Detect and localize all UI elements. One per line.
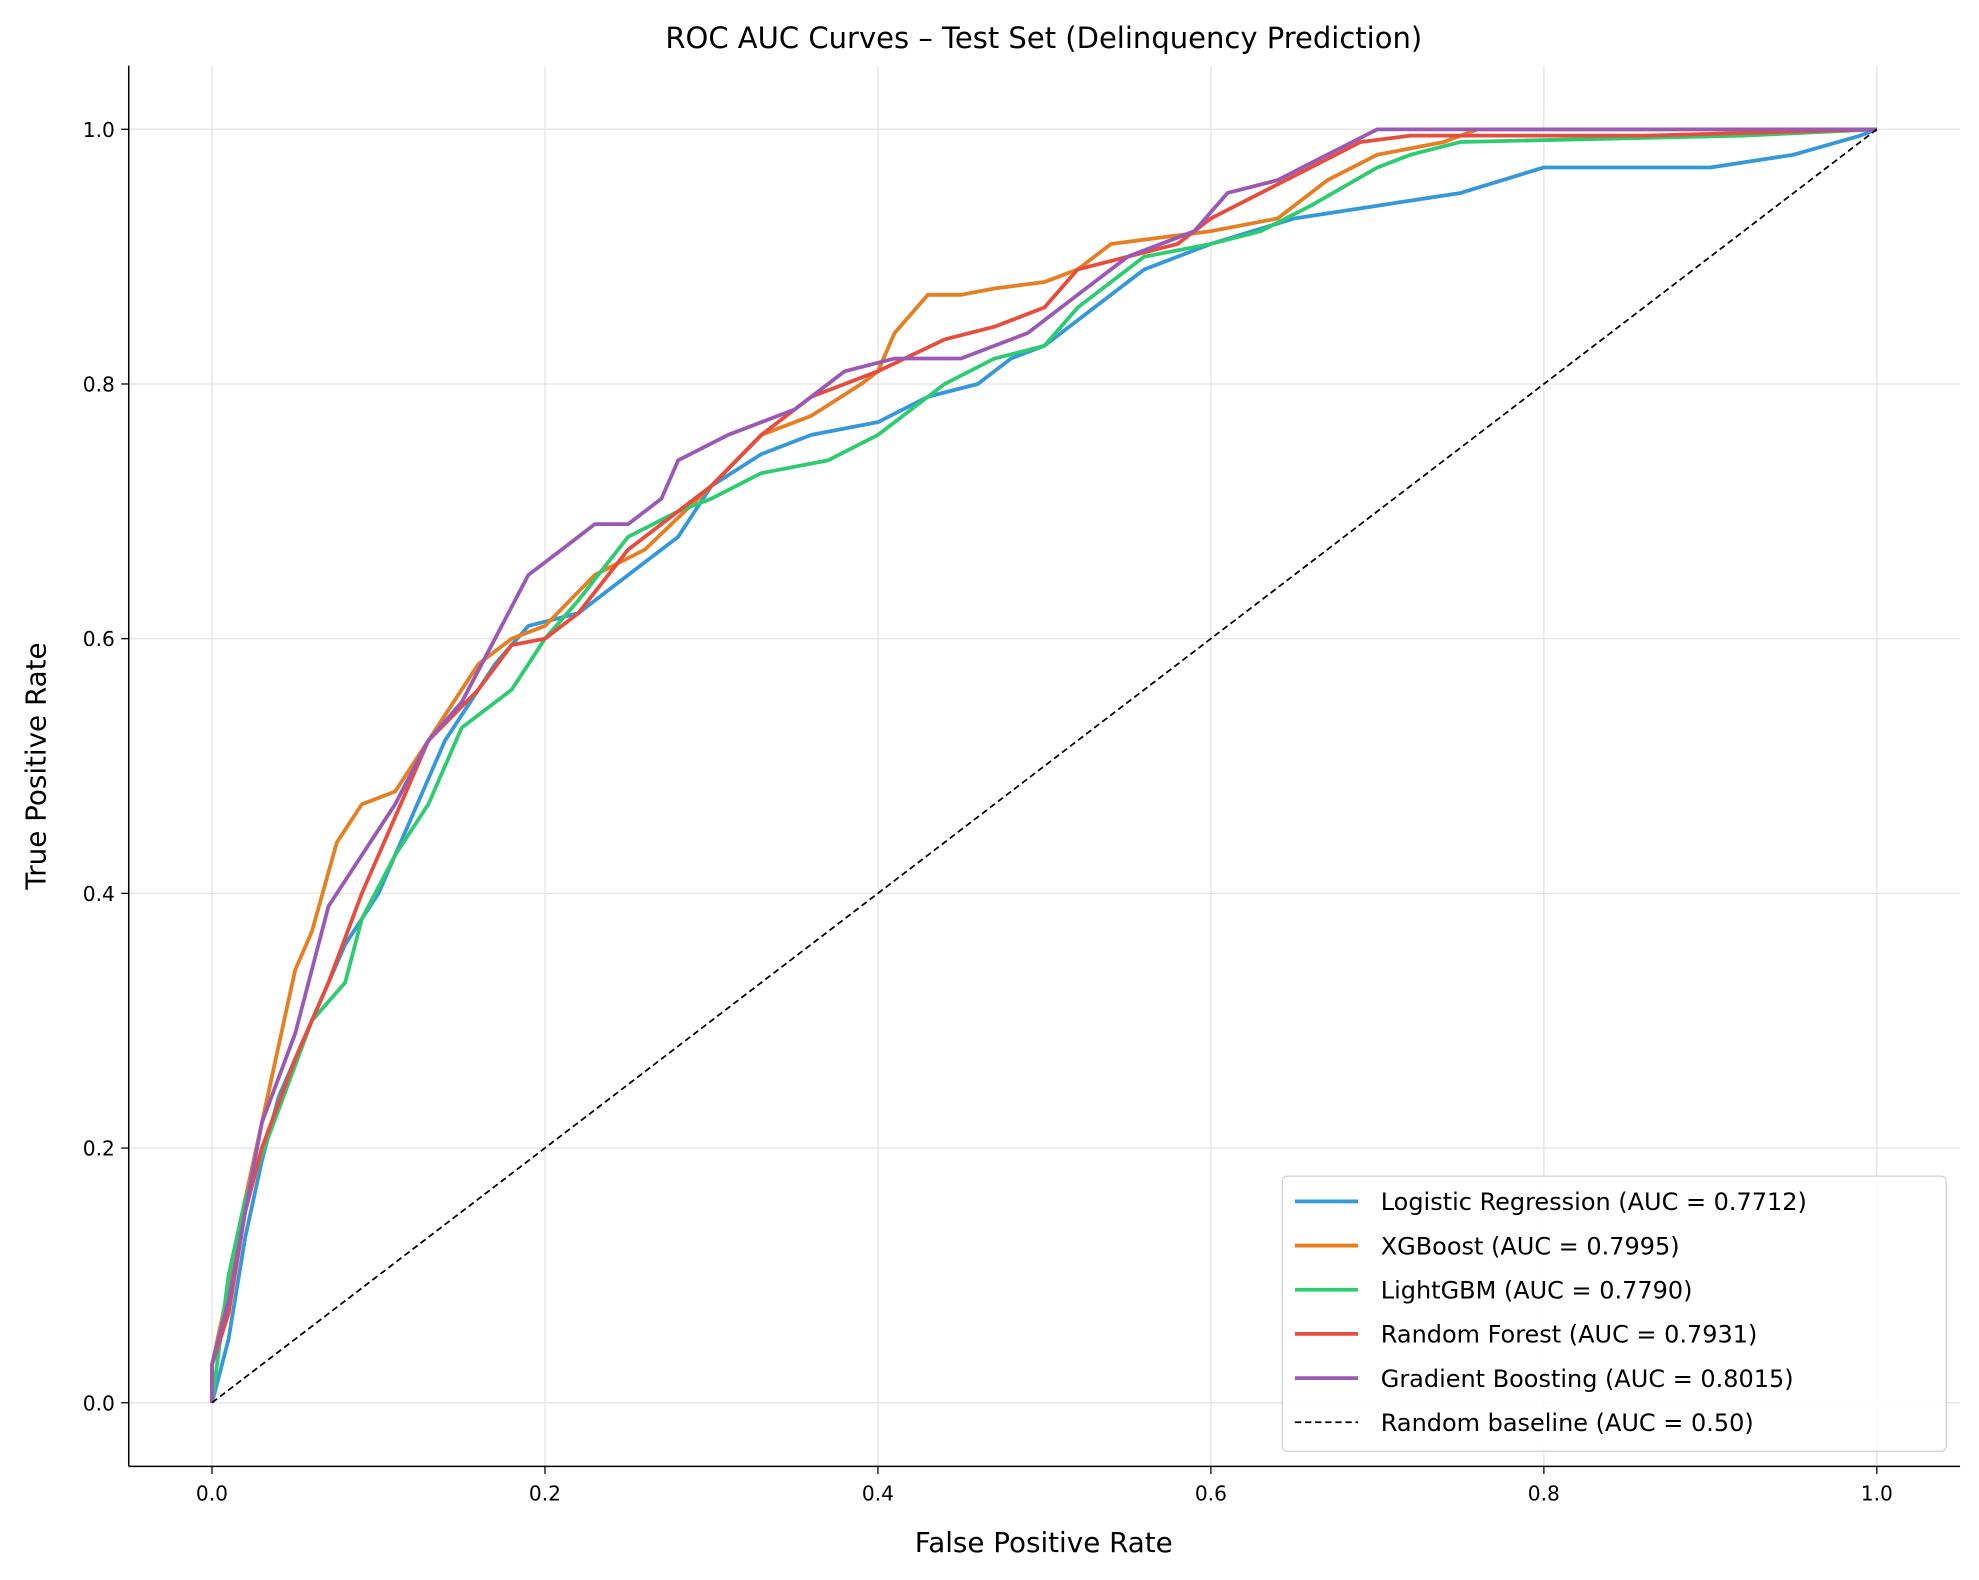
series-line-3 bbox=[210, 127, 1877, 1403]
legend-label: Gradient Boosting (AUC = 0.8015) bbox=[1381, 1365, 1794, 1393]
series-line-2 bbox=[210, 127, 1877, 1403]
chart-title: ROC AUC Curves – Test Set (Delinquency P… bbox=[665, 21, 1422, 55]
x-tick-label: 0.8 bbox=[1528, 1481, 1560, 1505]
y-axis-label: True Positive Rate bbox=[19, 642, 52, 890]
x-axis-label: False Positive Rate bbox=[915, 1526, 1173, 1559]
legend-label: XGBoost (AUC = 0.7995) bbox=[1381, 1232, 1680, 1260]
legend: Logistic Regression (AUC = 0.7712) XGBoos… bbox=[1281, 1175, 1947, 1452]
legend-label: Random Forest (AUC = 0.7931) bbox=[1381, 1321, 1758, 1349]
x-tick-label: 0.2 bbox=[529, 1481, 561, 1505]
series-line-1 bbox=[210, 127, 1877, 1403]
y-tick-label: 0.0 bbox=[83, 1391, 115, 1415]
series-lines bbox=[210, 127, 1878, 1404]
x-tick-label: 1.0 bbox=[1861, 1481, 1893, 1505]
y-tick-label: 0.2 bbox=[83, 1137, 115, 1161]
series-line-5 bbox=[211, 128, 1878, 1404]
legend-label: LightGBM (AUC = 0.7790) bbox=[1381, 1277, 1693, 1305]
series-line-4 bbox=[210, 127, 1877, 1403]
y-tick-label: 1.0 bbox=[83, 118, 115, 142]
legend-label: Logistic Regression (AUC = 0.7712) bbox=[1381, 1188, 1807, 1216]
y-tick-label: 0.8 bbox=[83, 373, 115, 397]
x-tick-label: 0.0 bbox=[196, 1481, 228, 1505]
legend-box bbox=[1281, 1175, 1947, 1452]
x-tick-label: 0.4 bbox=[862, 1481, 894, 1505]
y-tick-label: 0.4 bbox=[83, 882, 115, 906]
grid bbox=[128, 65, 1961, 1467]
axes bbox=[127, 65, 1961, 1468]
x-tick-label: 0.6 bbox=[1195, 1481, 1227, 1505]
ticks: 0.0 0.2 0.4 0.6 0.8 1.0 0.0 0.2 0.4 0.6 0.8 1.0 bbox=[83, 118, 1893, 1506]
legend-label: Random baseline (AUC = 0.50) bbox=[1381, 1409, 1754, 1437]
y-tick-label: 0.6 bbox=[83, 627, 115, 651]
